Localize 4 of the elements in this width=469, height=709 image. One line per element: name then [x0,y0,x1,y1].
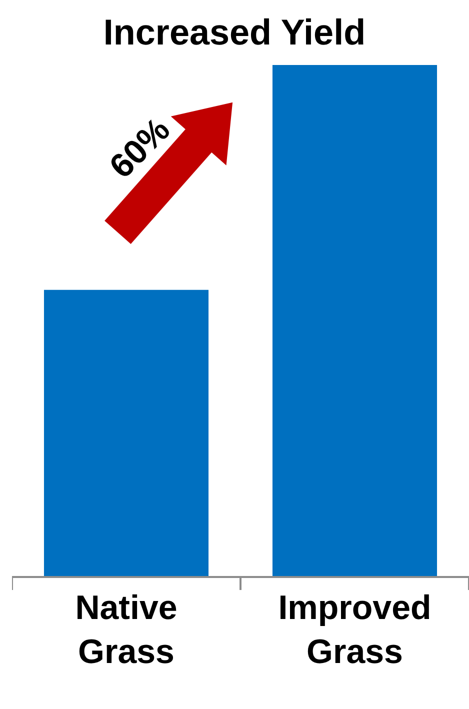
chart-title: Increased Yield [103,12,366,53]
x-tick-label: Native Grass [75,588,178,671]
annotation: 60% [102,110,178,186]
x-tick-label: Improved Grass [278,588,432,671]
